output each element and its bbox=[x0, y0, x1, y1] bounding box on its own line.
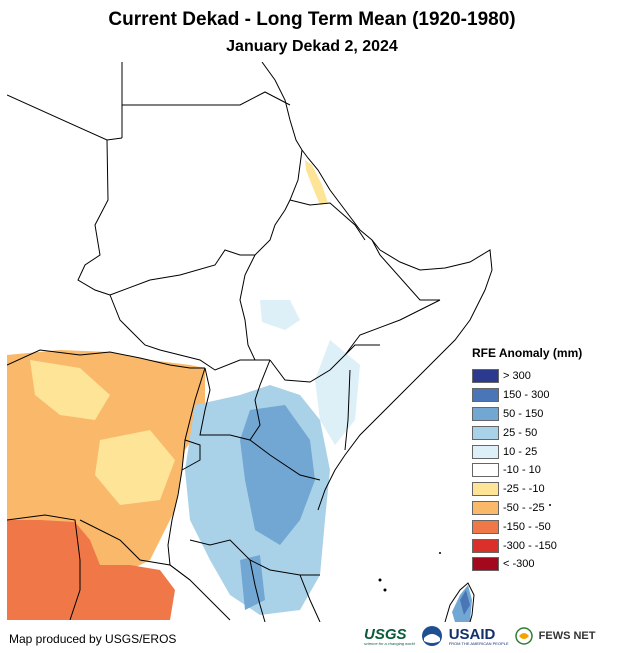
legend-swatch bbox=[472, 406, 499, 421]
usgs-logo: USGS science for a changing world bbox=[364, 627, 415, 646]
legend-swatch bbox=[472, 482, 499, 497]
legend-item: -25 - -10 bbox=[472, 480, 620, 499]
legend-item: < -300 bbox=[472, 555, 620, 574]
legend-label: -25 - -10 bbox=[503, 483, 545, 496]
anomaly-light-wet-somalia bbox=[315, 340, 360, 445]
anomaly-mild-dry-patches bbox=[30, 360, 110, 420]
coast-horn bbox=[317, 249, 493, 511]
islands bbox=[378, 504, 551, 592]
legend: RFE Anomaly (mm) > 300 150 - 300 50 - 150 2… bbox=[472, 346, 620, 574]
border-uganda bbox=[199, 359, 271, 441]
map-canvas bbox=[7, 62, 551, 622]
border-eritrea-ethiopia bbox=[289, 199, 366, 241]
border-malawi bbox=[249, 559, 266, 622]
anomaly-madagascar-wetter bbox=[460, 590, 470, 615]
border-rwanda-burundi bbox=[181, 439, 201, 471]
border-chad-sudan bbox=[77, 139, 111, 296]
legend-item: > 300 bbox=[472, 367, 620, 386]
coast-red-sea bbox=[261, 62, 381, 251]
anomaly-fill-layer bbox=[7, 160, 472, 622]
legend-item: -10 - 10 bbox=[472, 461, 620, 480]
legend-swatch bbox=[472, 388, 499, 403]
legend-item: 50 - 150 bbox=[472, 405, 620, 424]
map-credit: Map produced by USGS/EROS bbox=[9, 632, 177, 646]
legend-label: -300 - -150 bbox=[503, 539, 557, 552]
border-sudan-southsudan bbox=[109, 249, 255, 296]
legend-item: -300 - -150 bbox=[472, 536, 620, 555]
legend-item: 150 - 300 bbox=[472, 386, 620, 405]
border-ethiopia-kenya bbox=[269, 344, 380, 383]
legend-swatch bbox=[472, 557, 499, 572]
anomaly-wet-rift bbox=[240, 555, 265, 610]
border-drc-east bbox=[167, 367, 206, 581]
usaid-logo: USAID FROM THE AMERICAN PEOPLE bbox=[449, 627, 509, 646]
border-libya-chad bbox=[7, 94, 123, 141]
legend-title: RFE Anomaly (mm) bbox=[472, 346, 583, 360]
usaid-logo-text: USAID bbox=[448, 625, 496, 643]
legend-label: 10 - 25 bbox=[503, 445, 538, 458]
legend-label: > 300 bbox=[503, 370, 531, 383]
anomaly-light-wet-ethiopia bbox=[260, 300, 300, 330]
border-angola bbox=[7, 514, 81, 621]
border-somalia-kenya bbox=[344, 369, 351, 451]
legend-swatch bbox=[472, 425, 499, 440]
fews-globe-icon bbox=[514, 627, 533, 645]
legend-label: -10 - 10 bbox=[503, 464, 541, 477]
border-zambia bbox=[79, 519, 231, 621]
coast-madagascar bbox=[444, 582, 475, 622]
legend-label: 150 - 300 bbox=[503, 389, 550, 402]
map-subtitle: January Dekad 2, 2024 bbox=[226, 38, 398, 55]
border-mozambique bbox=[299, 574, 321, 622]
legend-swatch bbox=[472, 369, 499, 384]
legend-label: < -300 bbox=[503, 558, 535, 571]
usaid-logo-tagline: FROM THE AMERICAN PEOPLE bbox=[448, 640, 509, 646]
legend-swatch bbox=[472, 500, 499, 515]
legend-swatch bbox=[472, 519, 499, 534]
coast-gulf-aden bbox=[371, 239, 440, 301]
border-ethiopia-somalia bbox=[344, 299, 441, 356]
legend-swatch bbox=[472, 538, 499, 553]
legend-label: 50 - 150 bbox=[503, 407, 544, 420]
legend-item: -50 - -25 bbox=[472, 499, 620, 518]
anomaly-dry-eritrea-coast bbox=[305, 160, 328, 205]
usgs-logo-tagline: science for a changing world bbox=[364, 640, 415, 646]
legend-item: 25 - 50 bbox=[472, 423, 620, 442]
country-boundaries bbox=[7, 62, 493, 622]
border-egypt-sudan bbox=[122, 91, 291, 106]
anomaly-mild-dry-central bbox=[95, 430, 175, 505]
rainfall-anomaly-map bbox=[7, 62, 615, 622]
border-car-drc bbox=[7, 349, 205, 369]
anomaly-very-dry-southwest bbox=[7, 520, 175, 620]
usgs-logo-text: USGS bbox=[364, 625, 407, 643]
partner-logos: USGS science for a changing world USAID … bbox=[364, 623, 620, 649]
border-sudan-eritrea bbox=[254, 149, 303, 256]
legend-item: -150 - -50 bbox=[472, 517, 620, 536]
border-kenya-tanzania bbox=[249, 439, 321, 481]
fews-net-logo: FEWS NET bbox=[538, 630, 596, 642]
legend-item: 10 - 25 bbox=[472, 442, 620, 461]
legend-swatch bbox=[472, 463, 499, 478]
map-title: Current Dekad - Long Term Mean (1920-198… bbox=[108, 9, 516, 30]
noaa-logo-icon bbox=[421, 626, 442, 646]
border-southsudan-south bbox=[109, 294, 255, 371]
legend-swatch bbox=[472, 444, 499, 459]
legend-label: -50 - -25 bbox=[503, 501, 545, 514]
legend-label: -150 - -50 bbox=[503, 520, 551, 533]
legend-items: > 300 150 - 300 50 - 150 25 - 50 10 - 25 -10 … bbox=[472, 367, 620, 574]
legend-label: 25 - 50 bbox=[503, 426, 538, 439]
anomaly-wetter-east bbox=[240, 405, 315, 545]
